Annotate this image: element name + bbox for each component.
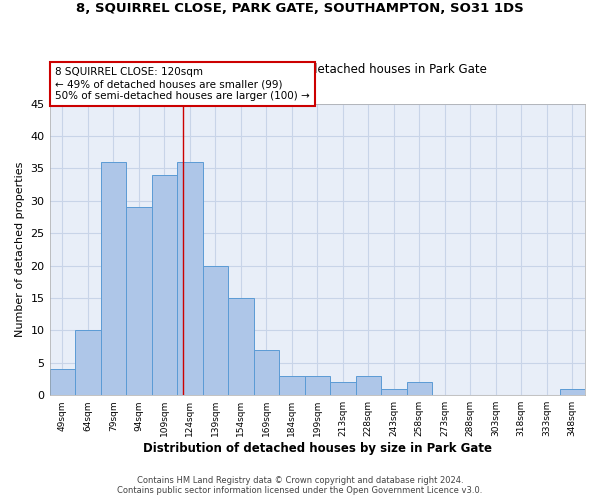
Bar (152, 175, 177, 395)
Bar (177, 162, 203, 395)
Bar (330, 382, 356, 395)
Text: 8, SQUIRREL CLOSE, PARK GATE, SOUTHAMPTON, SO31 1DS: 8, SQUIRREL CLOSE, PARK GATE, SOUTHAMPTO… (76, 2, 524, 16)
Title: Size of property relative to detached houses in Park Gate: Size of property relative to detached ho… (148, 63, 487, 76)
Bar (50, 370, 75, 395)
Bar (228, 298, 254, 395)
Bar (279, 376, 305, 395)
Bar (75, 330, 101, 395)
Y-axis label: Number of detached properties: Number of detached properties (15, 162, 25, 337)
Bar (356, 376, 381, 395)
Bar (126, 208, 152, 395)
Bar (560, 388, 585, 395)
X-axis label: Distribution of detached houses by size in Park Gate: Distribution of detached houses by size … (143, 442, 492, 455)
Bar (381, 388, 407, 395)
Bar (407, 382, 432, 395)
Text: 8 SQUIRREL CLOSE: 120sqm
← 49% of detached houses are smaller (99)
50% of semi-d: 8 SQUIRREL CLOSE: 120sqm ← 49% of detach… (55, 68, 310, 100)
Bar (305, 376, 330, 395)
Bar (101, 162, 126, 395)
Bar (254, 350, 279, 395)
Bar (203, 266, 228, 395)
Text: Contains HM Land Registry data © Crown copyright and database right 2024.
Contai: Contains HM Land Registry data © Crown c… (118, 476, 482, 495)
